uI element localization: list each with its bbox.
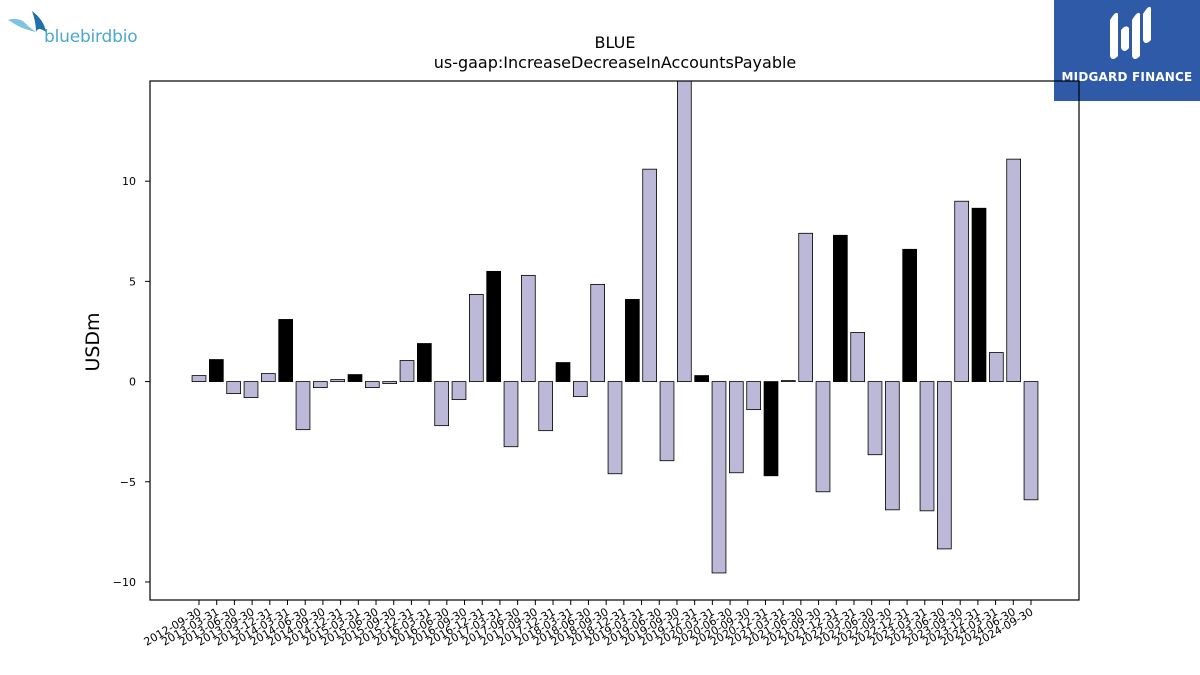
y-tick-label: −10	[113, 576, 136, 589]
bar-2023-06-30	[937, 381, 952, 550]
y-tick-label: 5	[129, 275, 136, 288]
bar-2012-09-30	[191, 375, 207, 382]
bar-2024-09-30	[1023, 381, 1039, 501]
bar-2024-06-30	[1006, 158, 1021, 382]
bar-2013-03-31	[226, 381, 241, 394]
bar-2022-09-30	[885, 381, 900, 511]
bar-2018-03-31	[573, 381, 588, 398]
logo-left-text: bluebirdbio	[44, 27, 138, 47]
bar-2018-06-30	[590, 283, 605, 382]
midgard-finance-logo: MIDGARD FINANCE	[1054, 0, 1200, 101]
plot-frame	[149, 80, 1080, 601]
bar-2013-12-31	[278, 319, 294, 382]
bar-2020-03-31	[711, 381, 727, 574]
bar-2017-12-31	[555, 362, 571, 382]
bar-2024-03-31	[989, 352, 1004, 382]
bar-2020-12-31	[763, 381, 779, 477]
bar-2017-06-30	[521, 274, 536, 382]
y-tick-label: −5	[120, 476, 136, 489]
bar-2021-06-30	[798, 232, 813, 382]
bars-group	[191, 80, 1039, 574]
bar-2021-09-30	[815, 381, 831, 493]
bar-2016-12-31	[486, 270, 502, 382]
y-tick-label: 0	[129, 376, 136, 389]
bar-2015-09-30	[399, 360, 415, 382]
midgard-mark-icon	[1110, 6, 1151, 59]
bar-2021-12-31	[833, 234, 848, 382]
bluebird-icon	[8, 11, 46, 32]
bar-2014-06-30	[312, 381, 328, 388]
y-axis-ticks: −10 −5 0 5 10	[113, 175, 150, 589]
bar-2023-12-31	[971, 207, 987, 382]
bar-2023-09-30	[954, 200, 969, 382]
bar-2019-03-31	[642, 168, 657, 382]
bar-2022-06-30	[867, 381, 883, 456]
bar-2021-03-31	[781, 380, 796, 382]
bar-2014-12-31	[347, 374, 363, 382]
bar-2016-06-30	[451, 381, 467, 401]
y-tick-label: 10	[122, 175, 136, 188]
bar-2018-12-31	[625, 299, 640, 382]
bar-2017-03-31	[503, 381, 519, 448]
bar-2013-09-30	[260, 373, 276, 382]
bar-2020-09-30	[746, 381, 761, 411]
bar-2017-09-30	[538, 381, 553, 432]
y-axis-label: USDm	[82, 312, 104, 371]
x-axis-ticks: 2012-09-302013-03-312013-06-302013-09-30…	[142, 600, 1036, 649]
bar-2013-06-30	[243, 381, 259, 399]
bar-2016-03-31	[434, 381, 450, 427]
bar-2012-12-31	[208, 359, 224, 382]
logo-right-text: MIDGARD FINANCE	[1061, 70, 1193, 84]
bar-2014-03-31	[295, 381, 311, 431]
bar-2022-12-31	[902, 248, 917, 382]
bar-2015-03-31	[364, 381, 380, 388]
bar-2014-09-30	[330, 379, 346, 382]
bar-2022-03-31	[850, 332, 865, 382]
chart-subtitle: us-gaap:IncreaseDecreaseInAccountsPayabl…	[434, 53, 797, 72]
bar-2019-12-31	[694, 375, 709, 382]
bar-2015-06-30	[382, 381, 398, 384]
bar-2019-06-30	[659, 381, 675, 462]
bar-2016-09-30	[468, 294, 484, 382]
bar-2015-12-31	[416, 343, 432, 382]
bar-2019-09-30	[677, 80, 692, 382]
bar-2023-03-31	[919, 381, 935, 512]
bar-2020-06-30	[729, 381, 744, 474]
bar-2018-09-30	[607, 381, 623, 475]
chart-title: BLUE	[595, 33, 636, 52]
bluebirdbio-logo: bluebirdbio	[6, 8, 166, 52]
